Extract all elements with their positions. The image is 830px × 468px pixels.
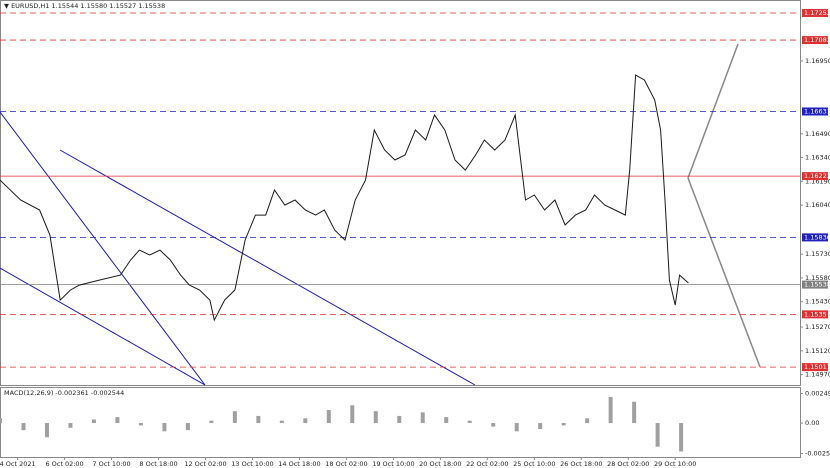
- x-tick-label: 19 Oct 10:00: [372, 460, 414, 468]
- level-label: 1.16223: [802, 172, 830, 181]
- macd-bar: [538, 423, 543, 429]
- x-tick-label: 26 Oct 18:00: [560, 460, 602, 468]
- level-label: 1.15836: [802, 233, 830, 242]
- y-tick-label: 1.16340: [805, 154, 830, 162]
- level-label: 1.1535: [802, 310, 828, 319]
- level-label-box: [802, 36, 828, 45]
- y-tick-label: 1.16950: [805, 57, 830, 65]
- x-tick-label: 28 Oct 02:00: [607, 460, 649, 468]
- y-tick-label: 1.16190: [805, 177, 830, 185]
- macd-bar: [326, 410, 331, 424]
- x-tick-label: 8 Oct 18:00: [139, 460, 177, 468]
- macd-bar: [232, 411, 237, 424]
- level-label-box: [802, 107, 828, 116]
- y-tick-label: 1.15730: [805, 250, 830, 258]
- macd-bar: [608, 396, 613, 424]
- level-label-text: 1.17253: [804, 9, 830, 17]
- macd-bar: [491, 423, 496, 427]
- macd-bar: [350, 405, 355, 424]
- level-label-text: 1.17082: [804, 36, 830, 44]
- level-label-box: [802, 363, 828, 372]
- macd-bar: [68, 423, 73, 428]
- macd-bar: [0, 418, 2, 424]
- y-tick-label: 1.14970: [805, 371, 830, 379]
- channel-line: [0, 111, 206, 386]
- macd-bar: [303, 418, 308, 424]
- macd-bar: [44, 423, 49, 438]
- y-tick-label: 1.16040: [805, 201, 830, 209]
- macd-bar: [138, 423, 143, 426]
- y-tick-label: 1.15270: [805, 323, 830, 331]
- level-label-box: [802, 172, 828, 181]
- macd-bar: [256, 415, 261, 424]
- y-tick-label: 1.15580: [805, 274, 830, 282]
- level-label: 1.16631: [802, 107, 830, 116]
- level-label-text: 1.16223: [804, 172, 830, 180]
- level-label: 1.15538: [802, 280, 830, 289]
- y-tick-label: 1.16490: [805, 130, 830, 138]
- level-label-text: 1.15836: [804, 233, 830, 241]
- forecast-arrow: [687, 177, 761, 368]
- macd-bar: [185, 423, 190, 431]
- x-tick-label: 12 Oct 02:00: [184, 460, 226, 468]
- y-tick-label: 1.15430: [805, 298, 830, 306]
- level-label: 1.15017: [802, 363, 830, 372]
- macd-bar: [91, 419, 96, 424]
- x-tick-label: 22 Oct 02:00: [466, 460, 508, 468]
- forecast-arrow: [687, 43, 739, 179]
- macd-bar: [679, 423, 684, 452]
- x-tick-label: 6 Oct 02:00: [45, 460, 83, 468]
- macd-bar: [279, 420, 284, 424]
- macd-bar: [21, 423, 26, 431]
- x-tick-label: 29 Oct 10:00: [654, 460, 696, 468]
- x-tick-label: 4 Oct 2021: [0, 460, 36, 468]
- macd-y-tick-label: 0.002499: [805, 389, 830, 397]
- x-tick-label: 20 Oct 18:00: [419, 460, 461, 468]
- macd-bar: [420, 412, 425, 424]
- x-tick-label: 25 Oct 10:00: [513, 460, 555, 468]
- level-label-text: 1.15538: [804, 281, 830, 289]
- channel-line: [0, 267, 206, 386]
- macd-bar: [444, 417, 449, 424]
- level-label-text: 1.16631: [804, 107, 830, 115]
- macd-bar: [115, 417, 120, 424]
- level-label-box: [802, 280, 828, 289]
- macd-bar: [467, 420, 472, 424]
- macd-bar: [561, 423, 566, 426]
- channel-line: [59, 149, 476, 386]
- macd-bar: [585, 418, 590, 424]
- macd-bar: [373, 411, 378, 424]
- macd-bar: [632, 401, 637, 424]
- macd-bar: [209, 420, 214, 424]
- y-tick-label: 1.15120: [805, 347, 830, 355]
- level-label-box: [802, 233, 828, 242]
- x-tick-label: 13 Oct 10:00: [231, 460, 273, 468]
- level-label-text: 1.15017: [804, 363, 830, 371]
- level-label: 1.17253: [802, 8, 830, 17]
- level-label-text: 1.1535: [804, 310, 827, 318]
- main-pane: [0, 0, 801, 386]
- macd-bar: [514, 423, 519, 432]
- x-tick-label: 14 Oct 18:00: [278, 460, 320, 468]
- x-tick-label: 7 Oct 10:00: [92, 460, 130, 468]
- macd-bar: [162, 423, 167, 432]
- level-label-box: [802, 310, 828, 319]
- chart-title: ▼ EURUSD,H1 1.15544 1.15580 1.15527 1.15…: [4, 2, 165, 10]
- level-label-box: [802, 8, 828, 17]
- x-tick-label: 18 Oct 02:00: [325, 460, 367, 468]
- macd-y-tick-label: 0.00: [805, 419, 819, 427]
- macd-bar: [655, 423, 660, 447]
- level-label: 1.17082: [802, 36, 830, 45]
- macd-label: MACD(12,26,9) -0.002361 -0.002544: [4, 389, 124, 397]
- macd-y-tick-label: -0.002574: [805, 449, 830, 457]
- price-line: [0, 74, 689, 322]
- macd-bar: [397, 415, 402, 424]
